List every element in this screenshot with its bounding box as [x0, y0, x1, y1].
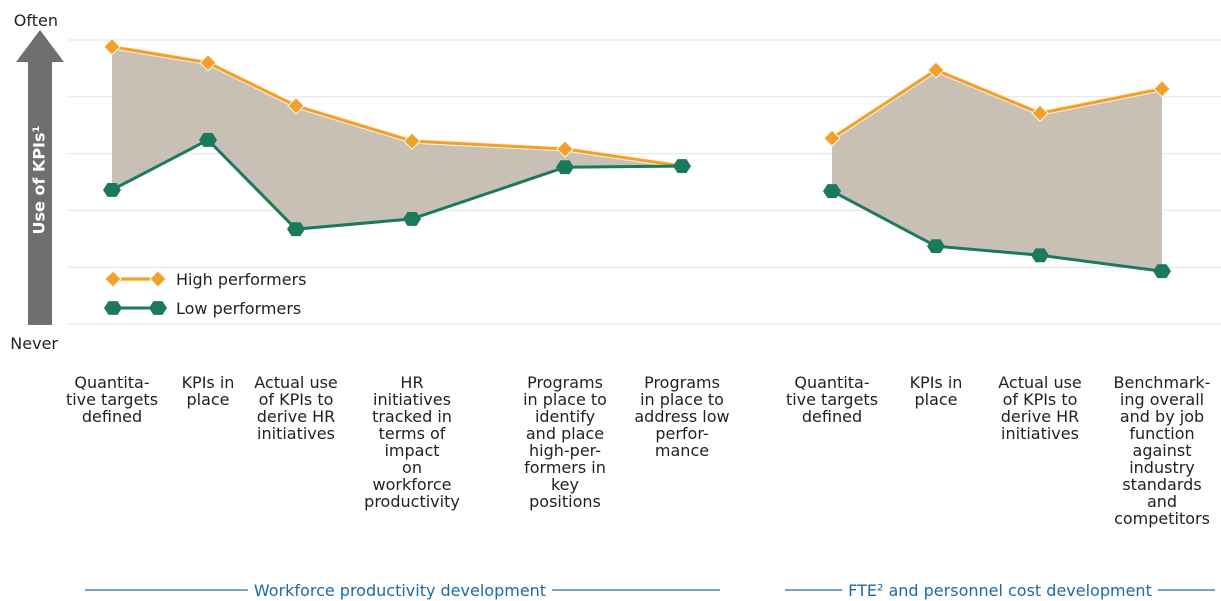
marker-hexagon [149, 301, 167, 315]
marker-hexagon [103, 183, 121, 197]
marker-hexagon [104, 301, 122, 315]
band-area [832, 70, 1162, 272]
x-tick-label: KPIs in place [182, 373, 235, 409]
marker-hexagon [927, 239, 945, 254]
y-tick-label: Never [10, 334, 58, 353]
marker-diamond [1031, 104, 1049, 122]
x-tick-label: Benchmark-ing overall and by job function a… [1114, 373, 1211, 528]
x-tick-label: Actual use of KPIs to derive HR initiatives [998, 373, 1082, 443]
marker-diamond [287, 97, 305, 115]
marker-hexagon [403, 211, 421, 226]
legend-label: Low performers [176, 299, 301, 318]
marker-hexagon [673, 159, 691, 174]
marker-hexagon [287, 222, 305, 237]
marker-hexagon [199, 133, 217, 147]
marker-hexagon [556, 160, 574, 175]
x-tick-label: Quantita-tive targets defined [786, 373, 878, 426]
marker-diamond [403, 132, 421, 150]
marker-diamond [556, 140, 574, 158]
y-tick-label: Often [14, 11, 58, 30]
x-tick-label: Programs in place to address low perfor-man… [634, 373, 729, 460]
x-tick-label: KPIs in place [910, 373, 963, 409]
y-axis-label: Use of KPIs¹ [30, 125, 49, 234]
x-tick-label: HR initiatives tracked in terms of impact on w… [364, 373, 460, 511]
marker-diamond [104, 270, 122, 288]
y-axis-arrow [16, 30, 64, 325]
series-line [111, 45, 683, 168]
marker-hexagon [823, 184, 841, 199]
marker-diamond [103, 38, 121, 56]
x-tick-label: Actual use of KPIs to derive HR initiatives [254, 373, 338, 443]
marker-hexagon [1153, 264, 1171, 279]
group-label: FTE² and personnel cost development [848, 581, 1152, 600]
marker-hexagon [1031, 248, 1049, 263]
legend-label: High performers [176, 270, 307, 289]
series-line [831, 68, 1163, 140]
marker-diamond [823, 129, 841, 147]
marker-diamond [1153, 80, 1171, 98]
x-tick-label: Quantita-tive targets defined [66, 373, 158, 426]
group-label: Workforce productivity development [254, 581, 546, 600]
marker-diamond [199, 54, 217, 72]
marker-diamond [927, 61, 945, 79]
marker-diamond [149, 270, 167, 288]
series-line [111, 138, 683, 231]
x-tick-label: Programs in place to identify and place high… [523, 373, 607, 511]
series-line [831, 189, 1163, 273]
